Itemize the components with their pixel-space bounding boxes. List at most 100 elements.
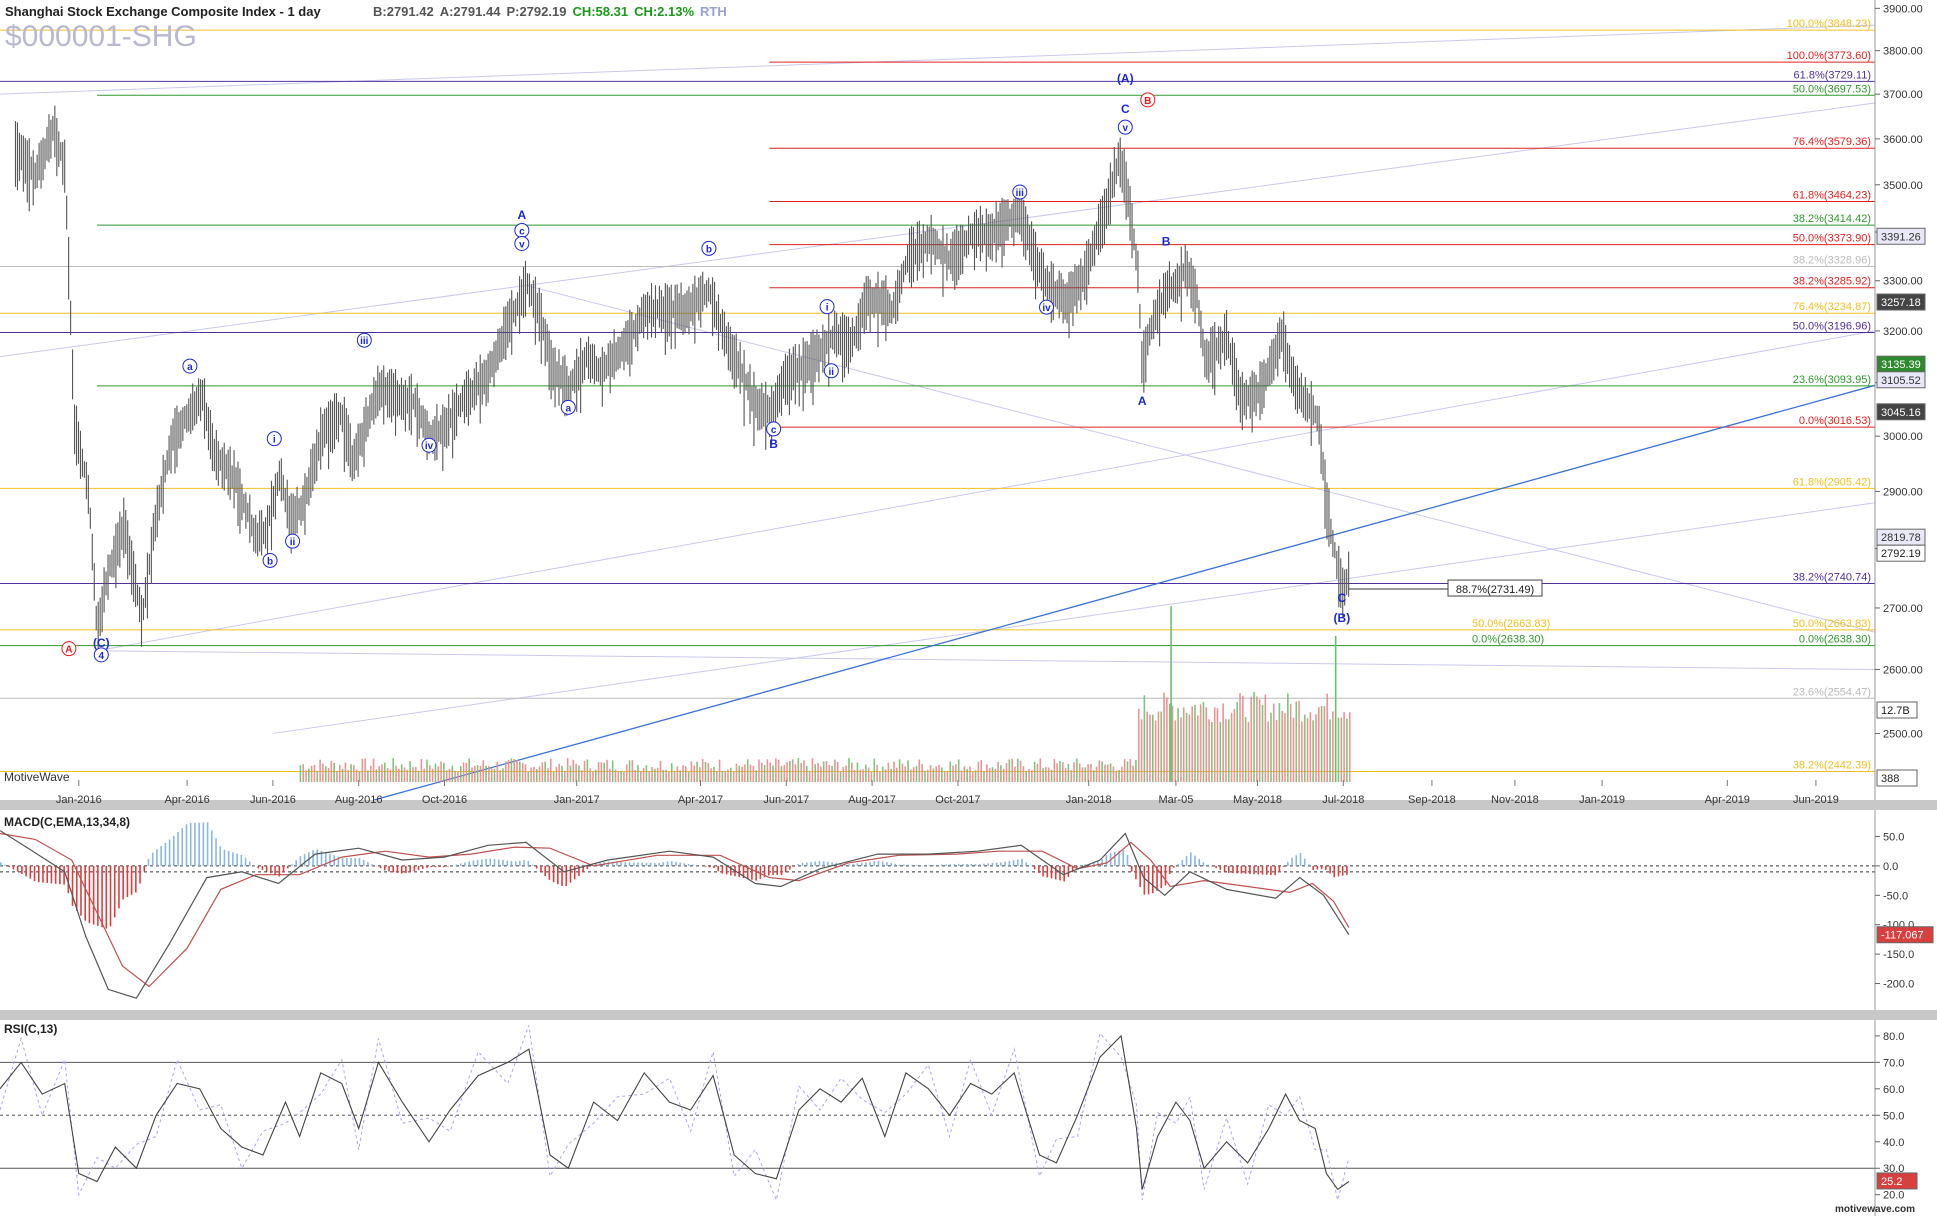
fib-level-label: 38.2%(2442.39) <box>1793 759 1871 771</box>
macd-histogram-bar <box>1165 866 1167 886</box>
volume-bar <box>511 758 513 782</box>
volume-bar <box>482 760 484 782</box>
macd-histogram-bar <box>996 863 998 866</box>
macd-histogram-bar <box>1198 859 1200 866</box>
macd-histogram-bar <box>1042 866 1044 877</box>
rsi-axis-label: 50.0 <box>1883 1110 1904 1122</box>
volume-bar <box>1267 721 1269 782</box>
macd-histogram-bar <box>511 861 513 866</box>
volume-bar <box>1014 767 1016 782</box>
macd-histogram-bar <box>565 866 567 886</box>
volume-bar <box>516 760 518 782</box>
macd-histogram-bar <box>949 864 951 866</box>
volume-axis-label: 388 <box>1881 773 1899 785</box>
macd-histogram-bar <box>418 866 420 870</box>
macd-histogram-bar <box>21 866 23 874</box>
volume-bar <box>1138 709 1140 782</box>
volume-bar <box>1301 722 1303 782</box>
macd-histogram-bar <box>384 866 386 870</box>
volume-bar <box>1295 702 1297 782</box>
volume-bar <box>572 760 574 782</box>
macd-histogram-bar <box>928 865 930 866</box>
volume-bar <box>527 772 529 782</box>
macd-histogram-bar <box>810 862 812 866</box>
date-axis-label: Jun-2016 <box>250 794 296 806</box>
macd-histogram-bar <box>249 862 251 866</box>
macd-histogram-bar <box>1190 852 1192 866</box>
volume-bar <box>443 763 445 782</box>
volume-bar <box>1293 718 1295 782</box>
macd-histogram-bar <box>350 858 352 866</box>
wave-label: C <box>1121 102 1130 116</box>
volume-bar <box>764 765 766 782</box>
macd-histogram-bar <box>232 852 234 866</box>
fib-level-label: 61.8%(3464.23) <box>1793 190 1871 202</box>
volume-bar <box>328 768 330 782</box>
macd-histogram-bar <box>785 866 787 872</box>
volume-bar <box>373 759 375 782</box>
macd-histogram-bar <box>709 866 711 867</box>
volume-bar <box>592 772 594 782</box>
volume-bar <box>778 760 780 782</box>
macd-histogram-bar <box>941 865 943 866</box>
volume-bar <box>668 772 670 782</box>
macd-histogram-bar <box>1169 866 1171 874</box>
volume-bar <box>1343 712 1345 782</box>
volume-bar <box>753 766 755 782</box>
volume-bar <box>798 758 800 782</box>
macd-histogram-bar <box>342 858 344 866</box>
volume-bar <box>336 771 338 782</box>
volume-bar <box>986 764 988 782</box>
volume-bar <box>587 759 589 782</box>
volume-bar <box>1079 763 1081 782</box>
quote-stat: CH:58.31 <box>572 4 628 19</box>
volume-bar <box>1332 711 1334 782</box>
symbol-watermark: $000001-SHG <box>5 20 197 53</box>
fib-level-label: 38.2%(3414.42) <box>1793 213 1871 225</box>
volume-bar <box>454 771 456 782</box>
volume-bar <box>1256 697 1258 782</box>
volume-bar <box>536 769 538 782</box>
macd-histogram-bar <box>494 859 496 866</box>
volume-bar <box>497 762 499 782</box>
volume-bar <box>1276 720 1278 782</box>
macd-histogram-bar <box>882 861 884 865</box>
volume-bar <box>1068 764 1070 782</box>
volume-bar <box>803 760 805 782</box>
volume-bar <box>930 765 932 782</box>
macd-histogram-bar <box>671 861 673 866</box>
price-badge-label: 2792.19 <box>1881 548 1921 560</box>
volume-bar <box>612 760 614 782</box>
macd-histogram-bar <box>561 866 563 886</box>
macd-histogram-bar <box>55 866 57 884</box>
price-badge-label: 3257.18 <box>1881 297 1921 309</box>
volume-bar <box>1248 722 1250 782</box>
macd-value-label: -117.067 <box>1881 930 1924 942</box>
volume-bar <box>1214 707 1216 782</box>
wave-label: iv <box>1042 303 1051 314</box>
macd-histogram-bar <box>540 866 542 872</box>
macd-histogram-bar <box>1009 861 1011 866</box>
volume-bar <box>342 769 344 782</box>
volume-bar <box>632 760 634 782</box>
volume-bar <box>598 762 600 782</box>
macd-histogram-bar <box>177 832 179 866</box>
macd-histogram-bar <box>468 861 470 865</box>
volume-bar <box>1191 706 1193 782</box>
date-axis-label: Jul-2018 <box>1322 794 1364 806</box>
macd-histogram-bar <box>127 866 129 897</box>
macd-histogram-bar <box>190 823 192 866</box>
volume-bar <box>1338 718 1340 782</box>
macd-histogram-bar <box>1321 866 1323 869</box>
volume-bar <box>952 766 954 782</box>
volume-bar <box>1099 760 1101 782</box>
fib-level-label: 61.8%(2905.42) <box>1793 476 1871 488</box>
volume-bar <box>1245 717 1247 782</box>
macd-histogram-bar <box>1308 864 1310 866</box>
volume-bar <box>302 764 304 782</box>
fib-level-label: 38.2%(3285.92) <box>1793 276 1871 288</box>
wave-label: a <box>565 403 571 414</box>
price-axis-label: 3600.00 <box>1883 134 1923 146</box>
